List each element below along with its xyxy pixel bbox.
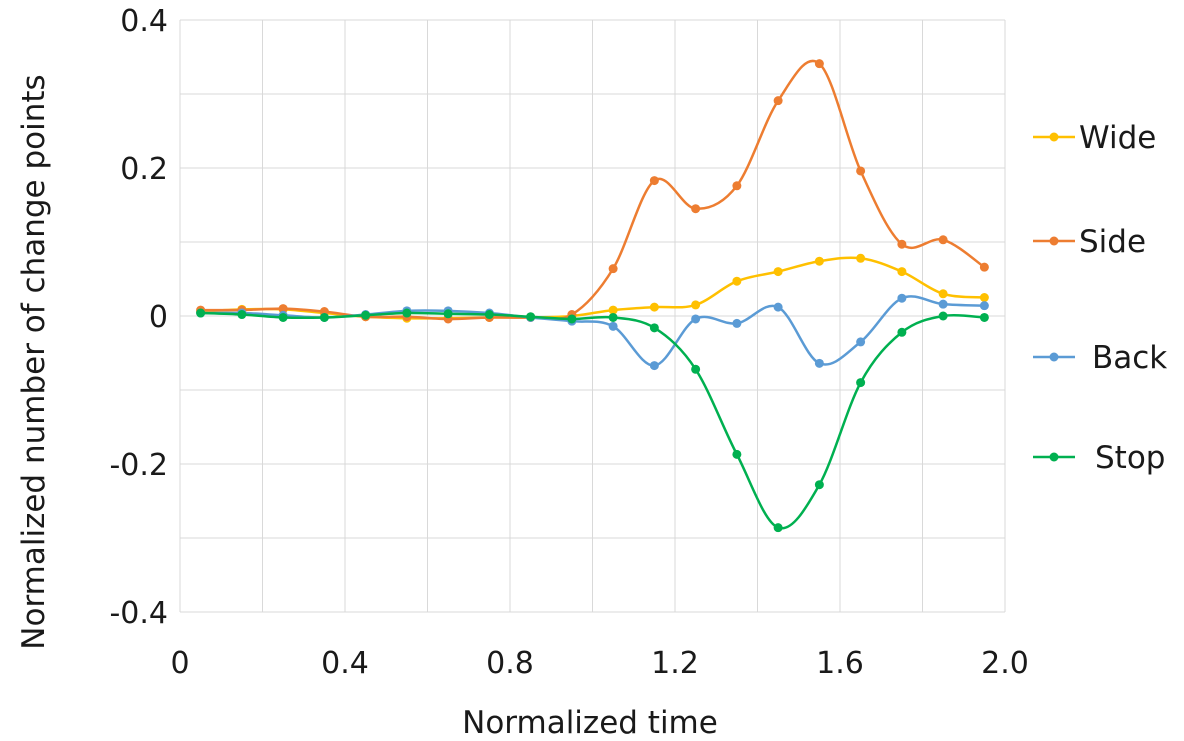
- y-tick-label: 0: [149, 300, 168, 335]
- data-point-wide: [979, 293, 989, 302]
- data-point-side: [897, 239, 907, 249]
- legend-label-side: Side: [1079, 224, 1146, 260]
- legend-marker-stop: [1049, 452, 1059, 462]
- x-tick-label: 0.4: [321, 646, 369, 681]
- data-point-stop: [526, 312, 536, 322]
- data-point-stop: [278, 312, 288, 322]
- x-tick-label: 0.8: [486, 646, 534, 681]
- series-group: [196, 59, 989, 533]
- data-point-stop: [361, 310, 371, 320]
- data-point-wide: [897, 267, 907, 277]
- data-point-wide: [649, 302, 659, 312]
- data-point-back: [979, 301, 989, 311]
- legend-label-stop: Stop: [1095, 440, 1165, 476]
- data-point-wide: [773, 267, 783, 277]
- y-tick-label: -0.4: [109, 596, 168, 631]
- data-point-wide: [814, 256, 824, 266]
- data-point-wide: [691, 300, 701, 310]
- legend-entry-side: Side: [1033, 224, 1146, 260]
- data-point-wide: [938, 289, 948, 299]
- legend-entry-wide: Wide: [1033, 120, 1156, 156]
- data-point-back: [856, 337, 866, 347]
- data-point-wide: [856, 253, 866, 263]
- data-point-stop: [649, 323, 659, 333]
- legend-label-wide: Wide: [1079, 120, 1156, 156]
- data-point-back: [732, 318, 742, 328]
- legend-label-back: Back: [1092, 340, 1167, 376]
- data-point-back: [691, 314, 701, 324]
- data-point-stop: [732, 449, 742, 459]
- data-point-stop: [443, 309, 453, 319]
- data-point-stop: [237, 310, 247, 320]
- data-point-side: [732, 181, 742, 191]
- x-axis-title: Normalized time: [462, 705, 718, 741]
- grid: [179, 19, 1006, 613]
- legend-entry-stop: Stop: [1033, 440, 1165, 476]
- data-point-back: [773, 302, 783, 312]
- data-point-wide: [732, 276, 742, 286]
- legend-entry-back: Back: [1033, 340, 1167, 376]
- data-point-stop: [814, 480, 824, 490]
- legend: Wide Side Back Stop: [1033, 120, 1167, 476]
- data-point-side: [979, 262, 989, 272]
- data-point-stop: [897, 327, 907, 337]
- data-point-stop: [196, 308, 206, 318]
- data-point-side: [773, 96, 783, 106]
- data-point-side: [856, 166, 866, 176]
- data-point-back: [649, 361, 659, 371]
- y-tick-label: 0.2: [120, 152, 168, 187]
- data-point-stop: [773, 523, 783, 533]
- data-point-stop: [856, 378, 866, 388]
- y-axis-title: Normalized number of change points: [16, 74, 52, 649]
- data-point-side: [608, 264, 618, 274]
- x-tick-label: 1.6: [816, 646, 864, 681]
- data-point-stop: [979, 312, 989, 322]
- data-point-back: [814, 358, 824, 368]
- data-point-side: [814, 59, 824, 69]
- x-tick-label: 1.2: [651, 646, 699, 681]
- data-point-back: [897, 293, 907, 303]
- data-point-stop: [319, 312, 329, 322]
- data-point-side: [278, 304, 288, 314]
- data-point-stop: [938, 311, 948, 321]
- data-point-side: [649, 176, 659, 186]
- tick-labels: 0 0.4 0.8 1.2 1.6 2.0 -0.4 -0.2 0 0.2 0.4: [109, 4, 1028, 681]
- data-point-wide: [608, 305, 618, 315]
- legend-marker-side: [1049, 236, 1059, 246]
- data-point-back: [608, 321, 618, 331]
- x-tick-label: 0: [170, 646, 189, 681]
- data-point-stop: [402, 308, 412, 318]
- x-tick-label: 2.0: [981, 646, 1029, 681]
- legend-marker-back: [1049, 352, 1059, 362]
- data-point-back: [938, 299, 948, 309]
- data-point-stop: [567, 314, 577, 324]
- data-point-side: [691, 204, 701, 214]
- y-tick-label: 0.4: [120, 4, 168, 39]
- legend-marker-wide: [1049, 132, 1059, 142]
- data-point-stop: [691, 364, 701, 374]
- series-stop: [196, 308, 989, 533]
- y-tick-label: -0.2: [109, 448, 168, 483]
- data-point-stop: [608, 312, 618, 322]
- data-point-side: [938, 235, 948, 245]
- data-point-stop: [484, 310, 494, 320]
